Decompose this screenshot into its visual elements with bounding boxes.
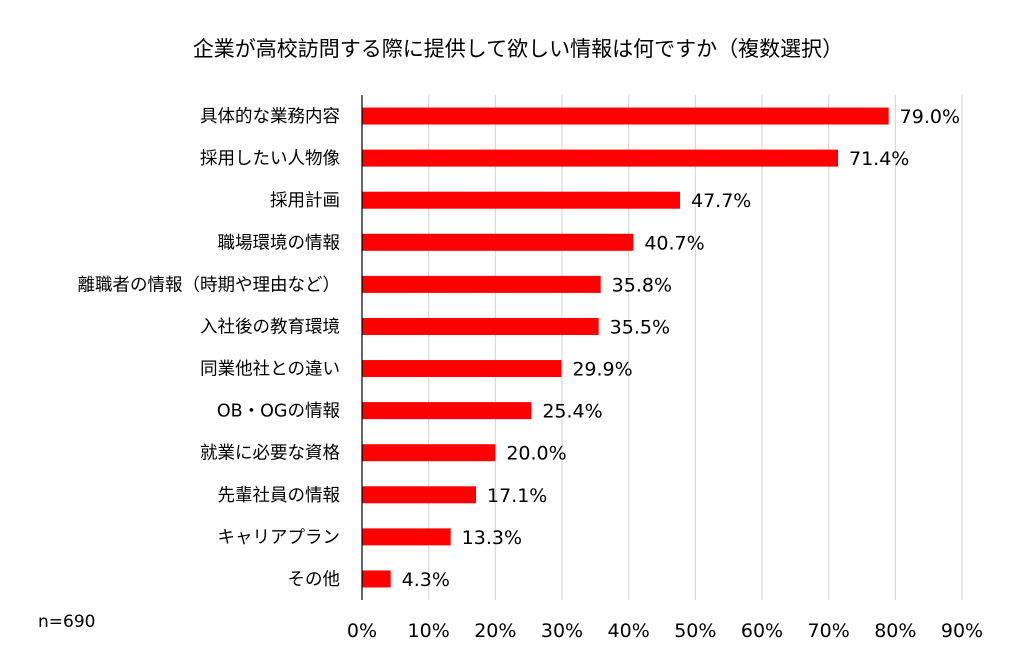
category-label: 就業に必要な資格 [200, 444, 340, 464]
sample-size-note: n=690 [38, 612, 95, 632]
bar [362, 317, 599, 335]
data-label: 29.9% [572, 359, 632, 381]
data-labels: 79.0% 71.4% 47.7% 40.7% 35.8% 35.5% 29.9% 25.4%… [402, 106, 960, 591]
x-tick-label: 40% [608, 620, 650, 642]
data-label: 79.0% [900, 106, 960, 128]
category-labels: 具体的な業務内容採用したい人物像採用計画職場環境の情報離職者の情報（時期や理由な… [78, 107, 341, 590]
bar [362, 528, 451, 546]
x-tick-label: 60% [741, 620, 783, 642]
data-label: 35.5% [610, 316, 670, 338]
data-label: 4.3% [402, 569, 450, 591]
data-label: 17.1% [487, 485, 547, 507]
bar [362, 233, 634, 251]
data-label: 20.0% [506, 443, 566, 465]
data-label: 40.7% [644, 232, 704, 254]
category-label: 入社後の教育環境 [200, 317, 340, 337]
bar [362, 360, 562, 378]
x-tick-label: 0% [347, 620, 377, 642]
x-tick-label: 20% [474, 620, 516, 642]
category-label: その他 [288, 570, 341, 590]
category-label: 採用したい人物像 [200, 149, 340, 169]
category-label: キャリアプラン [218, 528, 341, 548]
x-tick-label: 50% [674, 620, 716, 642]
bar [362, 275, 601, 293]
bar [362, 191, 680, 209]
category-label: 職場環境の情報 [218, 233, 341, 253]
x-tick-label: 30% [541, 620, 583, 642]
category-label: 同業他社との違い [200, 360, 340, 380]
x-axis-ticks: 0% 10% 20% 30% 40% 50% 60% 70% 80% 90% [347, 620, 983, 642]
gridlines [428, 95, 963, 600]
x-tick-label: 70% [808, 620, 850, 642]
x-tick-label: 80% [874, 620, 916, 642]
bar [362, 402, 532, 420]
data-label: 71.4% [849, 148, 909, 170]
bar [362, 570, 391, 588]
data-label: 25.4% [542, 401, 602, 423]
bar [362, 444, 496, 462]
x-tick-label: 90% [941, 620, 983, 642]
bar [362, 149, 838, 167]
bar [362, 107, 889, 125]
chart-title: 企業が高校訪問する際に提供して欲しい情報は何ですか（複数選択） [193, 37, 843, 61]
x-tick-label: 10% [408, 620, 450, 642]
data-label: 13.3% [462, 527, 522, 549]
category-label: 採用計画 [270, 191, 340, 211]
bar [362, 486, 476, 504]
data-label: 47.7% [691, 190, 751, 212]
category-label: OB・OGの情報 [217, 402, 340, 422]
category-label: 先輩社員の情報 [218, 486, 341, 506]
bars [362, 107, 889, 588]
data-label: 35.8% [612, 274, 672, 296]
category-label: 具体的な業務内容 [200, 107, 340, 127]
category-label: 離職者の情報（時期や理由など） [78, 275, 341, 295]
